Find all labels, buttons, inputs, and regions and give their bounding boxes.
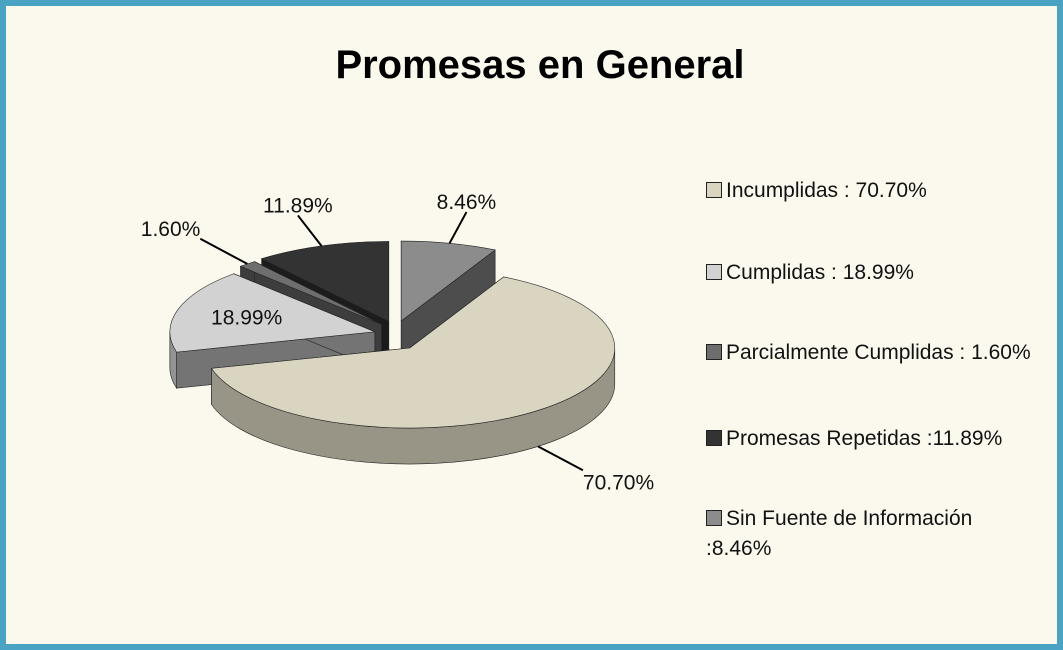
- legend-item: Promesas Repetidas :11.89%: [706, 424, 1036, 454]
- slice: [169, 273, 375, 353]
- legend-swatch: [706, 344, 722, 360]
- legend-swatch: [706, 264, 722, 280]
- slice: [239, 261, 382, 325]
- legend-label: Parcialmente Cumplidas : 1.60%: [726, 341, 1031, 364]
- legend-label: Sin Fuente de Información :8.46%: [706, 507, 973, 560]
- legend-swatch: [706, 182, 722, 198]
- data-label: 70.70%: [583, 471, 654, 494]
- data-label: 11.89%: [263, 194, 333, 217]
- legend-swatch: [706, 430, 722, 446]
- slice: [210, 276, 616, 429]
- legend-label: Cumplidas : 18.99%: [726, 261, 914, 284]
- chart: Promesas en General 70.70% 18.99% 1.60% 11.…: [141, 43, 745, 494]
- leader-line: [448, 211, 468, 244]
- data-label: 1.60%: [141, 218, 201, 241]
- data-label: 8.46%: [437, 191, 497, 214]
- legend-item: Cumplidas : 18.99%: [706, 258, 1036, 288]
- slice: [400, 240, 496, 322]
- legend-item: Incumplidas : 70.70%: [706, 176, 1036, 206]
- data-label: 18.99%: [211, 307, 282, 330]
- legend-label: Promesas Repetidas :11.89%: [726, 427, 1003, 450]
- legend-label: Incumplidas : 70.70%: [726, 179, 927, 202]
- chart-title: Promesas en General: [335, 43, 744, 87]
- legend-item: Parcialmente Cumplidas : 1.60%: [706, 338, 1036, 368]
- slice: [260, 241, 390, 322]
- legend-item: Sin Fuente de Información :8.46%: [706, 504, 1036, 564]
- leader-line: [537, 445, 584, 472]
- leader-line: [199, 237, 248, 265]
- leader-line: [297, 214, 323, 247]
- legend-swatch: [706, 510, 722, 526]
